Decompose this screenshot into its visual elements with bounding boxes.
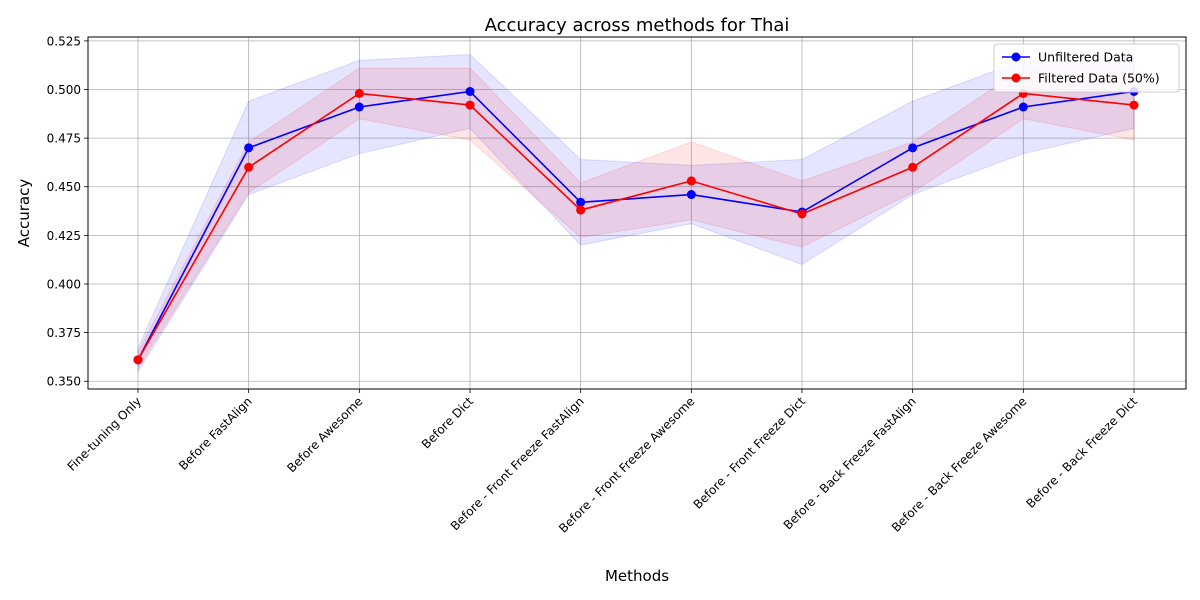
x-tick-label: Before - Front Freeze FastAlign xyxy=(448,394,587,533)
series-line-0 xyxy=(137,90,1135,361)
legend-label-1: Filtered Data (50%) xyxy=(1038,71,1160,86)
series-lines xyxy=(137,90,1135,361)
data-point xyxy=(797,209,807,219)
data-point xyxy=(465,86,475,96)
x-tick-label: Before - Front Freeze Dict xyxy=(691,394,809,512)
legend-marker-1 xyxy=(1011,73,1021,83)
x-tick-label: Before - Back Freeze Dict xyxy=(1023,394,1140,511)
x-axis: Fine-tuning Only Before FastAlign Before A… xyxy=(65,389,1140,536)
y-tick-label: 0.350 xyxy=(47,375,81,389)
data-point xyxy=(686,190,696,200)
data-point xyxy=(244,162,254,172)
y-tick-label: 0.525 xyxy=(47,34,81,48)
series-band-1 xyxy=(137,67,1135,370)
x-tick-label: Before - Back Freeze FastAlign xyxy=(781,394,919,532)
y-axis: 0.350 0.375 0.400 0.425 0.450 0.475 0.500 0.525 xyxy=(47,34,88,389)
legend-label-0: Unfiltered Data xyxy=(1038,50,1133,65)
data-point xyxy=(686,176,696,186)
y-tick-label: 0.375 xyxy=(47,326,81,340)
x-tick-label: Before - Front Freeze Awesome xyxy=(556,394,697,535)
data-point xyxy=(133,355,143,365)
data-point xyxy=(354,88,364,98)
legend-box xyxy=(993,43,1180,93)
data-point xyxy=(908,143,918,153)
error-bands xyxy=(137,53,1135,374)
data-point xyxy=(576,205,586,215)
series-band-0 xyxy=(137,53,1135,374)
data-point xyxy=(1129,100,1139,110)
x-tick-label: Fine-tuning Only xyxy=(65,394,145,474)
data-point xyxy=(465,100,475,110)
y-tick-label: 0.425 xyxy=(47,229,81,243)
y-axis-label: Accuracy xyxy=(15,179,33,248)
y-tick-label: 0.450 xyxy=(47,180,81,194)
data-point xyxy=(1018,102,1028,112)
x-axis-label: Methods xyxy=(605,567,669,585)
data-point xyxy=(908,162,918,172)
data-point xyxy=(244,143,254,153)
legend-marker-0 xyxy=(1011,52,1021,62)
y-tick-label: 0.500 xyxy=(47,83,81,97)
data-point xyxy=(354,102,364,112)
y-tick-label: 0.475 xyxy=(47,132,81,146)
legend: Unfiltered Data Filtered Data (50%) xyxy=(993,43,1180,93)
plot-frame xyxy=(87,36,1187,390)
x-tick-label: Before Awesome xyxy=(284,394,365,475)
chart-title: Accuracy across methods for Thai xyxy=(485,15,790,36)
x-tick-label: Before - Back Freeze Awesome xyxy=(889,394,1029,534)
series-line-1 xyxy=(137,92,1135,361)
data-point xyxy=(576,197,586,207)
x-tick-label: Before FastAlign xyxy=(176,394,255,473)
y-tick-label: 0.400 xyxy=(47,277,81,291)
x-tick-label: Before Dict xyxy=(419,394,476,451)
